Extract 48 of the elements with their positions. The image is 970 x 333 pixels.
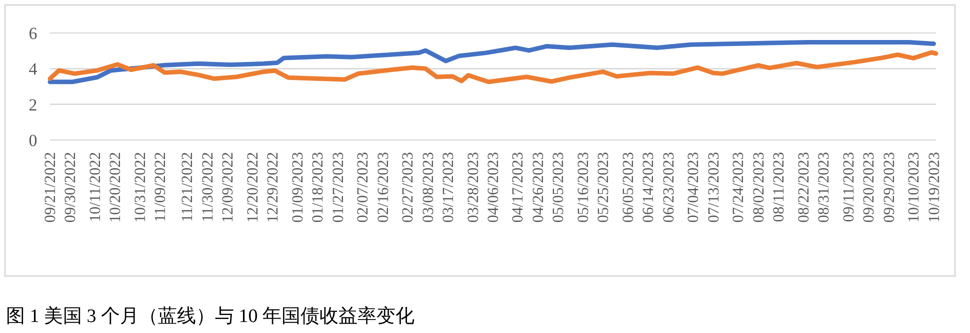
x-tick-label: 10/19/2023 — [926, 152, 943, 223]
x-tick-label: 07/04/2023 — [685, 152, 702, 223]
x-tick-label: 06/05/2023 — [620, 152, 637, 223]
x-tick-label: 10/31/2022 — [132, 152, 149, 223]
x-tick-label: 10/20/2022 — [107, 152, 124, 223]
x-tick-label: 10/10/2023 — [906, 152, 923, 223]
x-tick-label: 05/05/2023 — [550, 152, 568, 223]
x-tick-label: 08/02/2023 — [750, 152, 768, 223]
x-tick-label: 06/23/2023 — [660, 152, 678, 223]
x-tick-label: 09/29/2023 — [880, 152, 898, 223]
x-tick-label: 11/30/2022 — [199, 152, 216, 222]
x-tick-label: 01/27/2023 — [330, 152, 347, 223]
y-tick-label: 4 — [28, 60, 38, 79]
x-tick-label: 08/11/2023 — [770, 152, 788, 222]
x-tick-label: 06/14/2023 — [640, 152, 658, 223]
x-tick-label: 05/16/2023 — [574, 152, 592, 223]
x-tick-label: 09/30/2022 — [62, 152, 80, 223]
x-tick-label: 08/31/2023 — [816, 152, 833, 223]
x-tick-label: 09/21/2022 — [42, 152, 59, 223]
line-series — [48, 40, 936, 84]
x-tick-label: 04/26/2023 — [530, 152, 547, 223]
x-tick-label: 02/27/2023 — [400, 152, 417, 223]
y-tick-label: 6 — [28, 24, 38, 43]
x-tick-label: 05/25/2023 — [595, 152, 612, 223]
x-tick-label: 04/17/2023 — [510, 152, 527, 223]
x-tick-label: 08/22/2023 — [795, 152, 812, 223]
x-tick-label: 09/20/2023 — [860, 152, 878, 223]
x-tick-label: 12/20/2022 — [244, 152, 262, 223]
x-tick-label: 02/07/2023 — [354, 152, 372, 223]
x-tick-label: 02/16/2023 — [374, 152, 392, 223]
x-tick-label: 10/11/2022 — [86, 152, 104, 222]
x-tick-label: 03/08/2023 — [420, 152, 437, 223]
y-tick-label: 2 — [28, 95, 38, 114]
y-tick-label: 0 — [28, 131, 38, 150]
x-tick-label: 07/24/2023 — [730, 152, 748, 223]
x-tick-label: 11/21/2022 — [179, 152, 196, 222]
x-tick-label: 01/09/2023 — [289, 152, 306, 223]
x-tick-label: 07/13/2023 — [705, 152, 722, 223]
line-series — [48, 50, 938, 84]
caption: 图 1 美国 3 个月（蓝线）与 10 年国债收益率变化 — [6, 305, 414, 327]
x-tick-label: 11/09/2022 — [152, 152, 170, 222]
x-tick-label: 03/17/2023 — [440, 152, 458, 223]
x-tick-label: 12/29/2022 — [264, 152, 282, 223]
x-tick-label: 01/18/2023 — [310, 152, 327, 223]
x-tick-label: 12/09/2022 — [220, 152, 237, 223]
x-tick-label: 03/28/2023 — [464, 152, 482, 223]
x-tick-label: 09/11/2023 — [840, 152, 858, 222]
x-tick-label: 04/06/2023 — [485, 152, 502, 223]
